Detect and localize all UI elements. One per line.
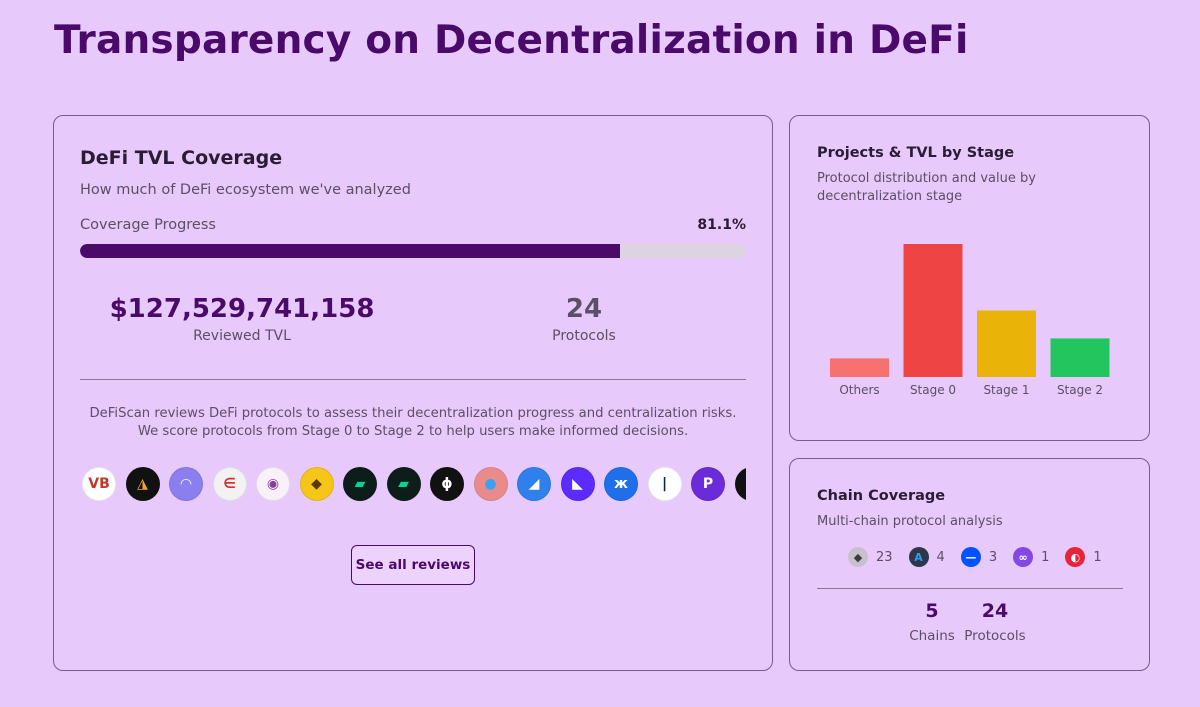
polygon-icon: ∞ — [1013, 547, 1034, 567]
chain-item: ◆ 23 — [848, 547, 893, 567]
chain-item: —3 — [960, 547, 998, 567]
stage-chart-card: Projects & TVL by Stage Protocol distrib… — [789, 115, 1150, 441]
base-icon: — — [960, 547, 981, 567]
protocol-logo-compound-2: ▰ — [386, 467, 421, 501]
protocol-logo-phi: ϕ — [430, 467, 464, 501]
stage-card-subtitle: Protocol distribution and value by decen… — [817, 171, 1036, 204]
protocol-logo-eye: ◉ — [256, 467, 290, 501]
ethereum-icon: ◆ — [848, 547, 868, 567]
chain-count: 23 — [876, 549, 893, 565]
arbitrum-icon: A — [908, 547, 929, 567]
protocol-logo-butterfly: ж — [604, 467, 638, 501]
bar-stage-0 — [903, 244, 963, 377]
protocol-logo-compound-1: ▰ — [343, 467, 377, 501]
coverage-progress-label: Coverage Progress — [80, 217, 216, 233]
chains-count-label: Chains — [909, 628, 955, 644]
tvl-coverage-card: DeFi TVL Coverage How much of DeFi ecosy… — [53, 115, 773, 671]
protocol-logo-e: ∈ — [212, 467, 247, 501]
protocol-logo-eth-gold: ◆ — [299, 467, 334, 501]
tvl-card-title: DeFi TVL Coverage — [80, 147, 283, 169]
see-all-reviews-button[interactable]: See all reviews — [351, 545, 475, 585]
bar-others — [830, 358, 889, 377]
protocols-count-label: Protocols — [552, 328, 616, 344]
x-tick-label: Stage 1 — [983, 383, 1029, 397]
protocol-logo-vb: VB — [82, 467, 116, 501]
protocol-logo-pin: | — [647, 467, 682, 501]
chain-count: 1 — [1093, 549, 1102, 565]
protocol-logo-rainbow: ◮ — [125, 467, 160, 501]
chain-divider — [817, 588, 1123, 589]
bar-stage-2 — [1050, 338, 1110, 377]
chain-protocols-label: Protocols — [964, 628, 1026, 644]
protocol-logo-wing: ◣ — [560, 467, 595, 501]
chain-card-subtitle: Multi-chain protocol analysis — [817, 514, 1003, 529]
chain-list: ◆ 23 A 4—3 ∞ 1 ◐ 1 — [848, 546, 1102, 568]
stage-bar-chart: Others Stage 0 Stage 1 Stage 2 — [830, 244, 1110, 397]
protocol-logo-quadrant: ◢ — [517, 467, 551, 501]
optimism-icon: ◐ — [1065, 547, 1086, 567]
protocol-logo-drop: ● — [473, 467, 508, 501]
stage-card-title: Projects & TVL by Stage — [817, 145, 1015, 161]
page-title: Transparency on Decentralization in DeFi — [54, 18, 969, 63]
chain-protocols-value: 24 — [981, 600, 1009, 622]
chain-item: ∞ 1 — [1013, 547, 1049, 567]
protocols-count-value: 24 — [565, 294, 603, 324]
reviewed-tvl-label: Reviewed TVL — [193, 328, 291, 344]
x-tick-label: Stage 2 — [1057, 383, 1103, 397]
reviewed-tvl-value: $127,529,741,158 — [109, 294, 375, 324]
chain-count: 1 — [1041, 549, 1050, 565]
protocol-logo-strip: VB ◮ ◠ ∈ ◉ ◆ ▰ ▰ ϕ ● ◢ ◣ ж | PS — [82, 467, 746, 503]
chain-item: ◐ 1 — [1065, 547, 1102, 567]
coverage-progress-bar — [80, 244, 746, 258]
coverage-percent: 81.1% — [697, 217, 746, 233]
chain-count: 3 — [988, 549, 998, 565]
chain-coverage-card: Chain Coverage Multi-chain protocol anal… — [789, 458, 1150, 671]
defiscan-description: DeFiScan reviews DeFi protocols to asses… — [89, 406, 737, 439]
x-tick-label: Stage 0 — [910, 383, 956, 397]
x-tick-label: Others — [839, 383, 879, 397]
bar-stage-1 — [977, 310, 1036, 377]
protocol-logo-p: P — [691, 467, 725, 501]
coverage-progress-fill — [80, 244, 621, 258]
chain-count: 4 — [936, 549, 945, 565]
tvl-divider — [80, 379, 746, 380]
protocol-logo-morpho: ◠ — [169, 467, 203, 501]
tvl-card-subtitle: How much of DeFi ecosystem we've analyze… — [80, 182, 411, 198]
chains-count-value: 5 — [925, 600, 939, 622]
protocol-logo-partial: S — [734, 467, 746, 501]
chain-card-title: Chain Coverage — [817, 488, 946, 504]
